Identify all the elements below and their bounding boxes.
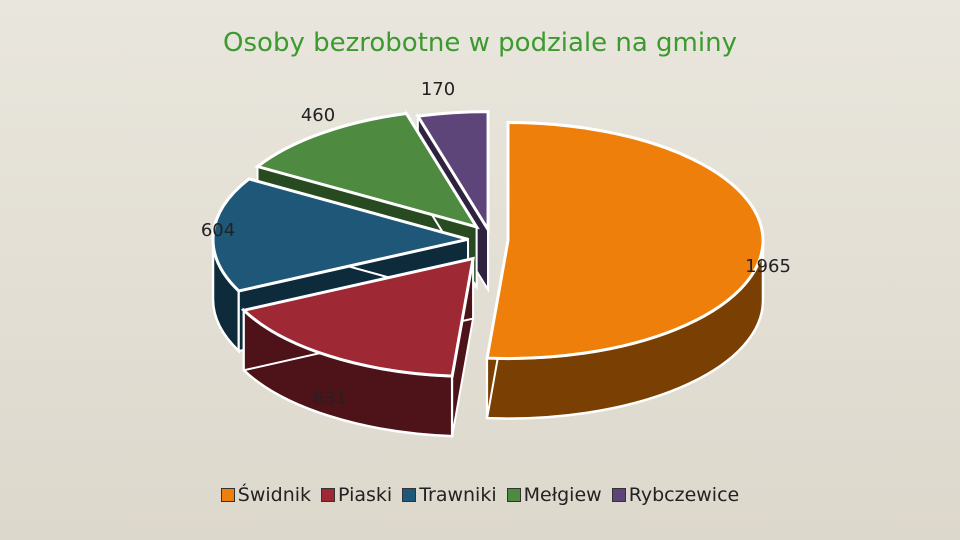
legend-swatch (506, 488, 521, 502)
pie-slice-trawniki (211, 177, 469, 293)
pie-slice-rybczewice (415, 110, 490, 235)
pie-slice-me-giew (254, 111, 480, 230)
legend-item-trawniki: Trawniki (402, 484, 497, 506)
legend-item-rybczewice: Rybczewice (611, 484, 740, 506)
legend-swatch (611, 488, 626, 502)
data-label--widnik: 1965 (745, 256, 791, 277)
data-label-piaski: 631 (313, 388, 347, 409)
legend-swatch (321, 488, 336, 502)
legend-label: Trawniki (419, 484, 497, 506)
pie-slice-piaski (240, 256, 475, 378)
legend-item-me-giew: Mełgiew (506, 484, 602, 506)
data-label-me-giew: 460 (301, 105, 335, 126)
legend-label: Mełgiew (523, 484, 602, 506)
legend-swatch (220, 488, 235, 502)
legend-swatch (402, 488, 417, 502)
legend: Świdnik Piaski Trawniki Mełgiew Rybczewice (0, 484, 960, 506)
data-label-rybczewice: 170 (421, 79, 455, 100)
legend-label: Rybczewice (628, 484, 740, 506)
chart-title: Osoby bezrobotne w podziale na gminy (223, 28, 737, 58)
legend-label: Świdnik (237, 484, 312, 506)
pie-slice--widnik (485, 121, 765, 361)
data-label-trawniki: 604 (201, 220, 235, 241)
legend-item-piaski: Piaski (321, 484, 392, 506)
legend-label: Piaski (338, 484, 393, 506)
legend-item--widnik: Świdnik (220, 484, 312, 506)
